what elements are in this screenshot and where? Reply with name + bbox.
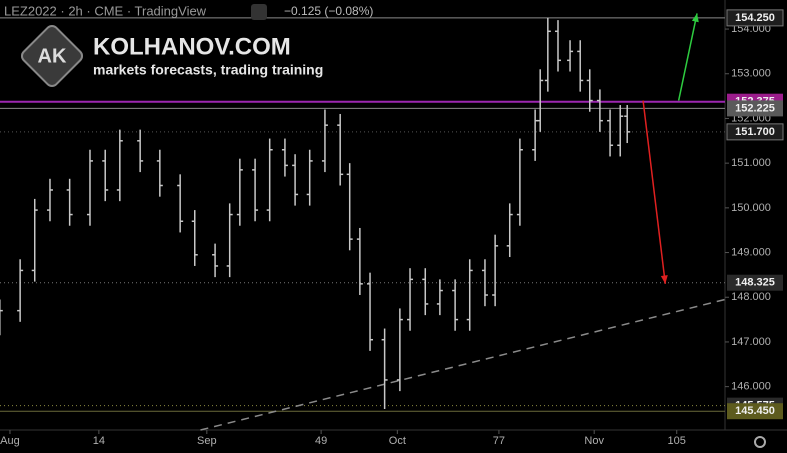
x-tick-label: 49 — [315, 435, 327, 447]
symbol-header: LEZ2022 · 2h · CME · TradingView — [4, 3, 207, 18]
trendline — [200, 298, 726, 431]
watermark: AK KOLHANOV.COM markets forecasts, tradi… — [20, 24, 323, 88]
logo-text: AK — [38, 45, 67, 67]
plot — [0, 13, 726, 431]
tagline: markets forecasts, trading training — [93, 62, 323, 78]
x-tick-label: 14 — [93, 435, 105, 447]
x-tick-label: Nov — [584, 435, 604, 447]
y-tick-label: 146.000 — [731, 381, 771, 393]
price-label: 154.250 — [735, 12, 775, 24]
price-label-box — [727, 403, 783, 420]
y-tick-label: 151.000 — [731, 157, 771, 169]
change: −0.125 (−0.08%) — [284, 4, 373, 18]
arrow-head — [691, 13, 699, 23]
x-tick-label: Aug — [0, 435, 20, 447]
toggle-button[interactable] — [251, 4, 267, 20]
x-tick-label: Oct — [389, 435, 406, 447]
site-name: KOLHANOV.COM — [93, 33, 291, 60]
arrow-head — [660, 275, 668, 284]
arrow — [677, 13, 698, 101]
settings-icon[interactable] — [754, 436, 766, 448]
price-label-box — [726, 123, 784, 141]
price-label: 145.450 — [735, 405, 775, 417]
price-label: 151.700 — [735, 126, 775, 138]
y-tick-label: 153.000 — [731, 68, 771, 80]
price-label: 148.325 — [735, 277, 775, 289]
logo-badge — [20, 24, 84, 88]
y-tick-label: 148.000 — [731, 291, 771, 303]
arrow — [642, 100, 667, 284]
y-tick-label: 147.000 — [731, 336, 771, 348]
y-tick-label: 150.000 — [731, 202, 771, 214]
x-tick-label: Sep — [197, 435, 217, 447]
y-tick-label: 149.000 — [731, 246, 771, 258]
price-label-box — [726, 9, 784, 27]
x-tick-label: 105 — [668, 435, 686, 447]
price-label: 152.225 — [735, 102, 775, 114]
gear[interactable] — [754, 436, 766, 448]
price-label-box — [727, 274, 783, 291]
x-tick-label: 77 — [493, 435, 505, 447]
price-label-box — [727, 100, 783, 117]
